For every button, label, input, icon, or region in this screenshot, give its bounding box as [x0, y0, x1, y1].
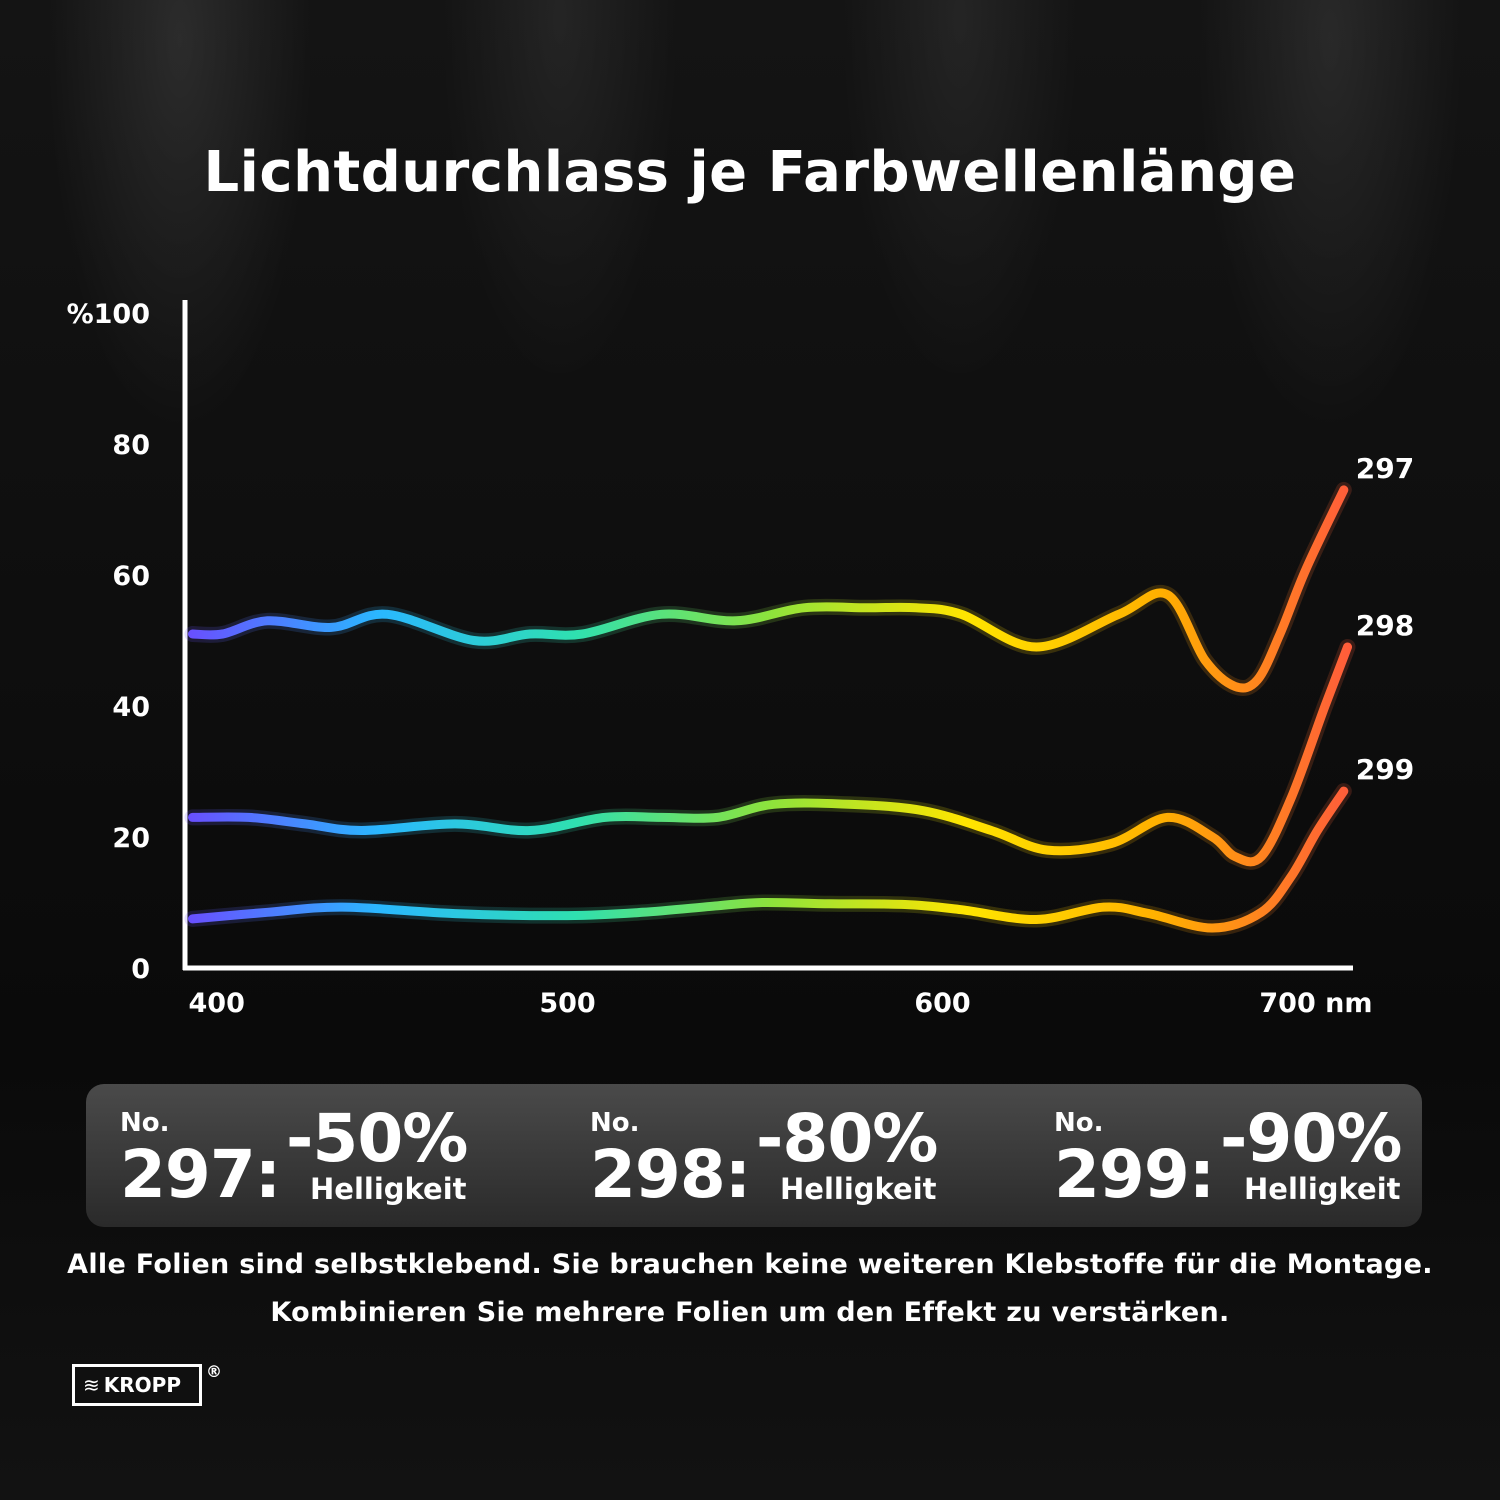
chart-ticks: 0 20 40 60 80 %100 400 500 600 700 nm	[67, 299, 1373, 1019]
product-no-label: No.	[1054, 1108, 1104, 1138]
product-number: 297:	[120, 1136, 281, 1213]
product-caption: Helligkeit	[780, 1172, 937, 1206]
registered-mark: ®	[206, 1362, 222, 1381]
footer-line-1: Alle Folien sind selbstklebend. Sie brau…	[67, 1249, 1433, 1280]
product-number: 299:	[1054, 1136, 1215, 1213]
series-299-label: 299	[1356, 753, 1414, 786]
y-tick-label: 40	[112, 692, 150, 723]
y-tick-label: %100	[67, 299, 150, 330]
y-tick-label: 0	[131, 954, 150, 985]
product-no-label: No.	[120, 1108, 170, 1138]
product-percent: -50%	[286, 1100, 468, 1177]
series-297-line	[188, 485, 1349, 693]
chart-series: 297 298 299	[184, 452, 1414, 936]
y-tick-label: 60	[112, 561, 150, 592]
y-tick-label: 20	[112, 823, 150, 854]
chart-title: Lichtdurchlass je Farbwellenlänge	[203, 140, 1297, 205]
y-tick-label: 80	[112, 430, 150, 461]
product-no-label: No.	[590, 1108, 640, 1138]
line-chart: 297 298 299 0 20 40 60 80 %100 400 500 600 700 nm	[67, 299, 1415, 1019]
logo-name: KROPP	[103, 1373, 181, 1397]
product-number: 298:	[590, 1136, 751, 1213]
series-298-label: 298	[1356, 609, 1414, 642]
waves-icon: ≋	[83, 1373, 100, 1397]
series-298-line	[188, 642, 1352, 867]
product-caption: Helligkeit	[1244, 1172, 1401, 1206]
product-caption: Helligkeit	[310, 1172, 467, 1206]
x-tick-label: 400	[189, 988, 245, 1019]
series-297-glow	[184, 481, 1352, 697]
series-299-line	[188, 786, 1349, 933]
series-297-label: 297	[1356, 452, 1414, 485]
product-percent: -90%	[1220, 1100, 1402, 1177]
product-percent: -80%	[756, 1100, 938, 1177]
kropp-logo: ≋ KROPP	[72, 1364, 202, 1406]
chart-axes	[182, 300, 1353, 971]
footer-line-2: Kombinieren Sie mehrere Folien um den Ef…	[270, 1297, 1230, 1328]
x-tick-label: 700 nm	[1259, 988, 1372, 1019]
x-tick-label: 600	[914, 988, 970, 1019]
product-summary-panel: No. 297: -50% Helligkeit No. 298: -80% H…	[86, 1084, 1422, 1227]
x-tick-label: 500	[539, 988, 595, 1019]
